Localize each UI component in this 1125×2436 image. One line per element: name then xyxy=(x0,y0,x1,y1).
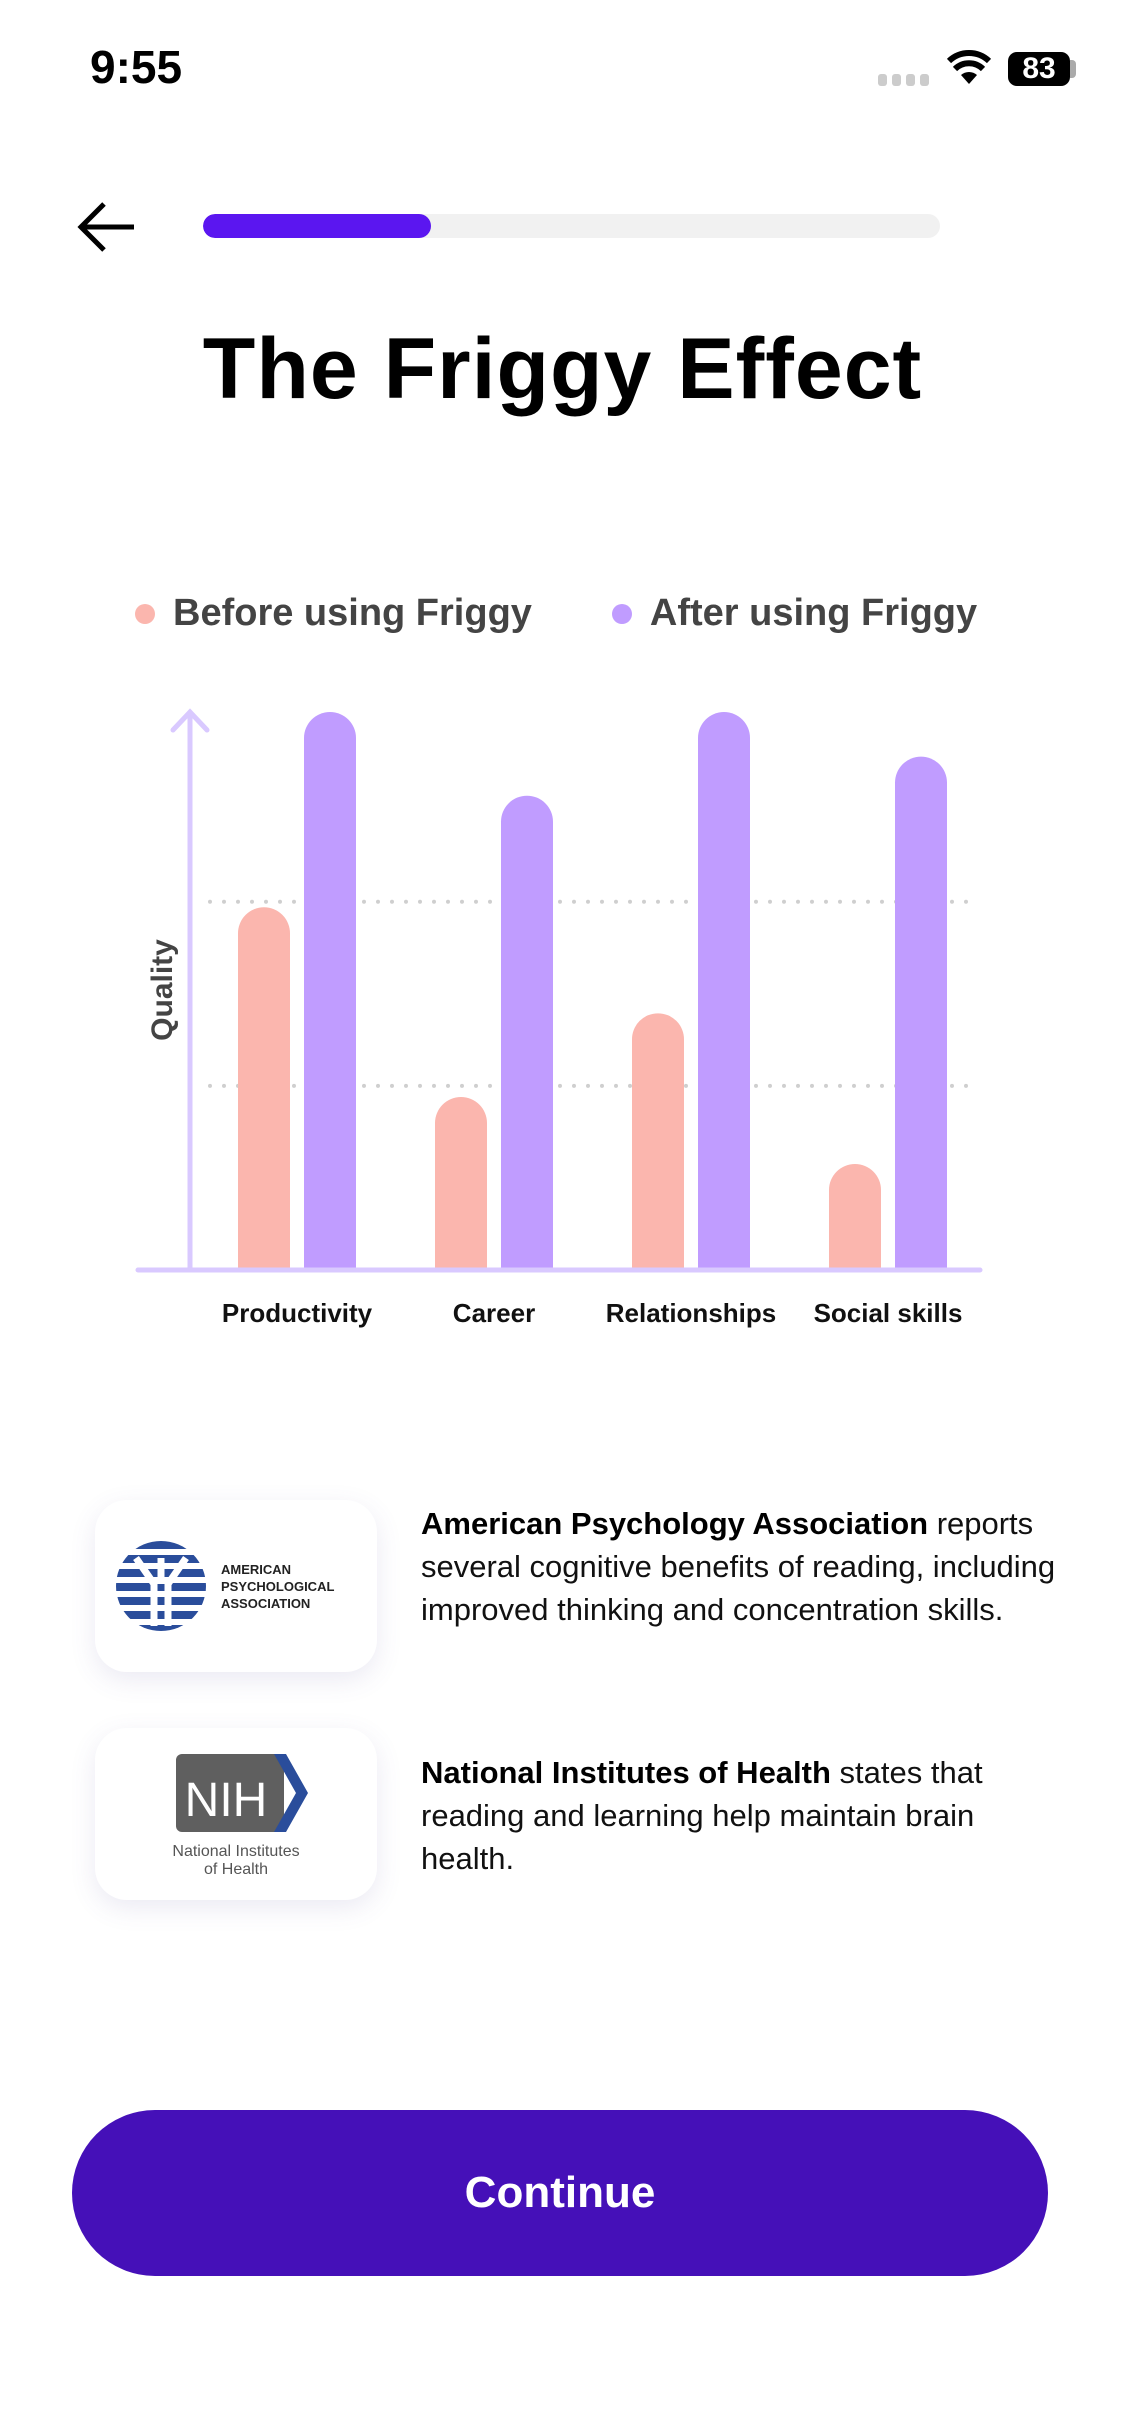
nih-text: states that reading and learning help ma… xyxy=(421,1755,983,1876)
bar-after-productivity xyxy=(304,712,356,1270)
progress-bar xyxy=(203,214,940,238)
nih-logo: NIH National Institutes of Health xyxy=(172,1754,308,1878)
continue-button[interactable]: Continue xyxy=(72,2110,1048,2276)
progress-fill xyxy=(203,214,432,238)
battery-tip xyxy=(1070,60,1076,78)
legend-before: Before using Friggy xyxy=(135,592,532,635)
status-time: 9:55 xyxy=(90,41,183,93)
legend-dot-before xyxy=(135,603,155,624)
x-tick-label: Relationships xyxy=(606,1298,776,1328)
nih-logo-line-2: of Health xyxy=(204,1861,268,1878)
legend-dot-after xyxy=(611,603,632,624)
nih-name: National Institutes of Health xyxy=(421,1755,831,1790)
apa-logo-line-3: ASSOCIATION xyxy=(221,1596,310,1611)
page-title: The Friggy Effect xyxy=(202,321,923,417)
apa-logo-card: AMERICAN PSYCHOLOGICAL ASSOCIATION xyxy=(95,1500,377,1672)
x-tick-label: Career xyxy=(453,1298,535,1328)
x-tick-label: Social skills xyxy=(814,1298,963,1328)
y-axis-label: Quality xyxy=(146,939,179,1041)
apa-description: American Psychology Association reports … xyxy=(421,1502,1061,1631)
y-axis-arrow xyxy=(170,708,210,733)
bar-after-social-skills xyxy=(895,756,947,1270)
chart-legend: Before using Friggy After using Friggy xyxy=(135,592,977,635)
nih-logo-card: NIH National Institutes of Health xyxy=(95,1728,377,1900)
bar-chart: Quality Productivity Career Relationships S… xyxy=(135,708,983,1328)
apa-logo: AMERICAN PSYCHOLOGICAL ASSOCIATION xyxy=(116,1541,334,1631)
wifi-icon xyxy=(946,50,992,84)
legend-label-before: Before using Friggy xyxy=(173,592,532,634)
x-tick-label: Productivity xyxy=(222,1298,373,1328)
nih-logo-mark: NIH xyxy=(185,1774,268,1827)
back-arrow-icon[interactable] xyxy=(76,200,138,254)
apa-logo-line-2: PSYCHOLOGICAL xyxy=(221,1579,334,1594)
bar-before-career xyxy=(435,1097,487,1270)
legend-after: After using Friggy xyxy=(611,592,978,635)
bar-after-career xyxy=(501,795,553,1270)
nih-description: National Institutes of Health states tha… xyxy=(421,1751,1061,1880)
apa-name: American Psychology Association xyxy=(421,1506,929,1541)
bar-before-social-skills xyxy=(829,1163,881,1270)
apa-text: reports several cognitive benefits of re… xyxy=(421,1506,1056,1627)
nih-logo-line-1: National Institutes xyxy=(172,1843,299,1860)
legend-label-after: After using Friggy xyxy=(649,592,978,634)
cellular-signal-icon xyxy=(878,74,929,86)
bar-before-relationships xyxy=(632,1013,684,1270)
bar-after-relationships xyxy=(698,712,750,1270)
bar-before-productivity xyxy=(238,907,290,1270)
apa-logo-line-1: AMERICAN xyxy=(221,1562,291,1577)
battery-icon: 83 xyxy=(1008,52,1070,86)
